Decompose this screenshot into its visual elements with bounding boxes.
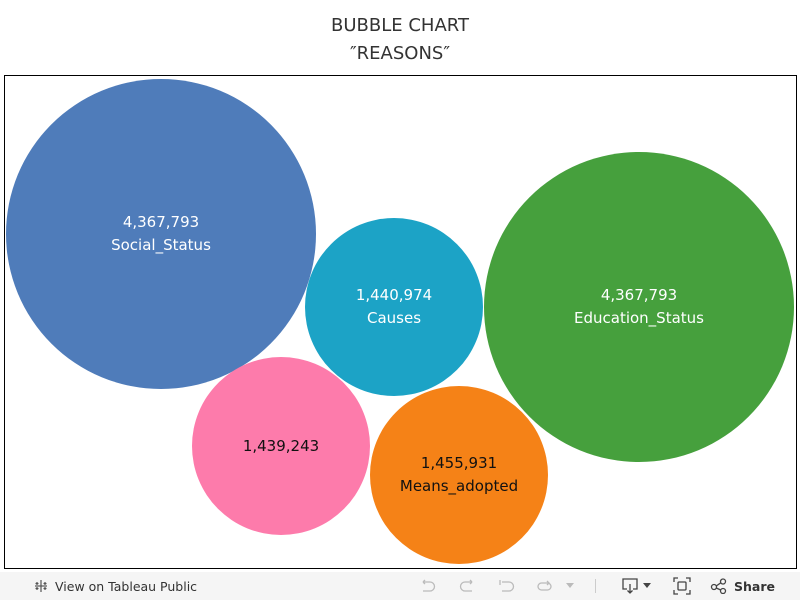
chevron-down-icon — [643, 583, 651, 588]
bubble-label: Social_Status — [111, 236, 211, 254]
chart-title-line2: ″REASONS″ — [349, 43, 451, 64]
bubble-value: 4,367,793 — [122, 213, 200, 231]
bubble-education-status[interactable]: 4,367,793 Education_Status — [484, 152, 794, 462]
bubble-value: 1,440,974 — [355, 286, 433, 304]
bubble-value: 4,367,793 — [600, 286, 678, 304]
fullscreen-button[interactable] — [673, 572, 691, 600]
view-on-tableau-label: View on Tableau Public — [55, 578, 198, 594]
redo-button[interactable] — [458, 572, 476, 600]
download-button[interactable] — [621, 572, 651, 600]
share-label: Share — [734, 578, 775, 594]
bubble-label: Causes — [366, 309, 422, 327]
chevron-down-icon — [566, 583, 574, 588]
tableau-logo-icon — [33, 578, 49, 594]
redo-icon — [459, 579, 473, 592]
bubble-unlabeled[interactable]: 1,439,243 — [192, 357, 370, 535]
toolbar-divider — [595, 572, 596, 600]
refresh-icon — [537, 580, 552, 591]
chart-title-line1: BUBBLE CHART — [331, 15, 469, 36]
chart-title: BUBBLE CHART ″REASONS″ — [0, 12, 800, 68]
bubble-value: 1,439,243 — [242, 436, 320, 455]
share-icon — [710, 578, 727, 594]
bubble-social-status[interactable]: 4,367,793 Social_Status — [6, 79, 316, 389]
undo-button[interactable] — [419, 572, 437, 600]
bubble-label: Education_Status — [574, 309, 704, 327]
undo-icon — [422, 579, 436, 592]
revert-button[interactable] — [498, 572, 516, 600]
tableau-toolbar: View on Tableau Public — [0, 572, 800, 600]
refresh-button[interactable] — [536, 572, 554, 600]
refresh-dropdown[interactable] — [566, 572, 574, 600]
bubble-causes[interactable]: 1,440,974 Causes — [305, 218, 483, 396]
bubble-means-adopted[interactable]: 1,455,931 Means_adopted — [370, 386, 548, 564]
bubble-label: Means_adopted — [399, 477, 519, 495]
bubble-value: 1,455,931 — [420, 454, 498, 472]
chart-frame — [4, 75, 797, 569]
share-button[interactable]: Share — [710, 572, 775, 600]
revert-icon — [499, 580, 515, 592]
fullscreen-icon — [673, 577, 691, 595]
download-icon — [622, 578, 638, 594]
view-on-tableau-link[interactable]: View on Tableau Public — [33, 572, 197, 600]
